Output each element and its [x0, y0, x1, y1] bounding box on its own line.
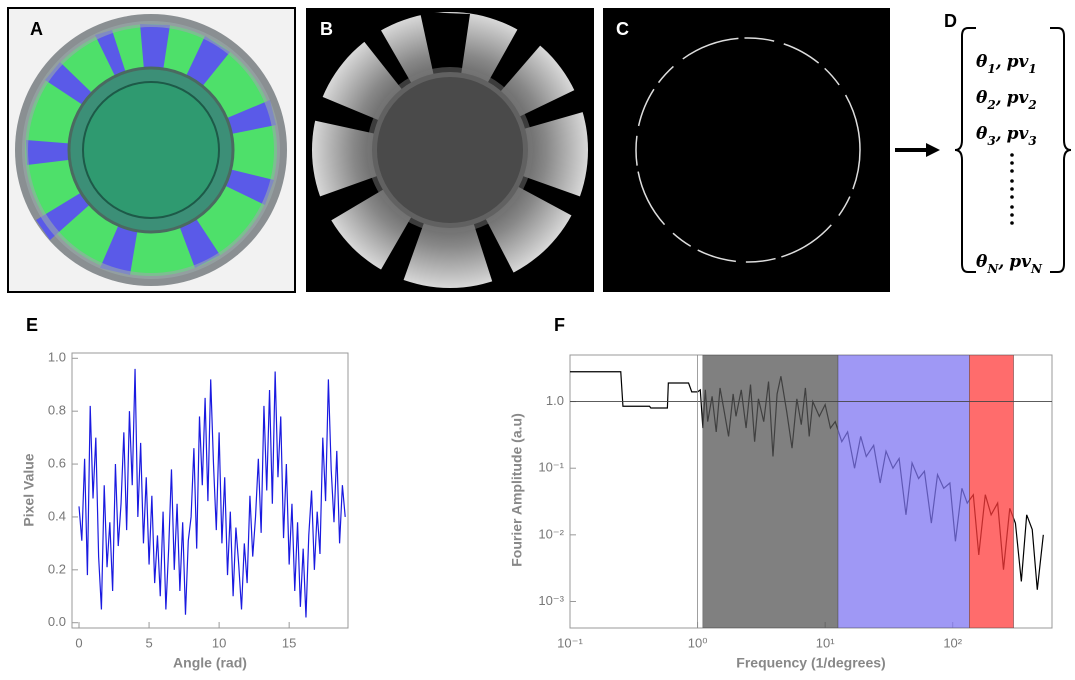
- x-tick-label: 10²: [943, 635, 962, 650]
- subscript: 1: [1028, 62, 1036, 76]
- vector-entry: θ3, pv3: [976, 124, 1037, 148]
- y-tick-label: 10⁻³: [538, 593, 564, 608]
- symbol: pv: [1007, 124, 1030, 144]
- panel-label: A: [30, 19, 43, 39]
- y-axis-label: Fourier Amplitude (a.u): [509, 413, 525, 566]
- symbol: θ: [976, 124, 988, 144]
- y-tick-label: 0.8: [48, 403, 66, 418]
- image-b: [306, 8, 594, 292]
- symbol: ,: [995, 88, 1002, 108]
- symbol: θ: [976, 52, 988, 72]
- y-tick-label: 0.4: [48, 508, 66, 523]
- y-tick-label: 0.0: [48, 614, 66, 629]
- symbol: ,: [997, 252, 1004, 272]
- image-c: [603, 8, 890, 292]
- symbol: θ: [976, 252, 988, 272]
- subscript: N: [1030, 262, 1043, 276]
- vector-entry: θ2, pv2: [976, 88, 1037, 112]
- y-tick-label: 1.0: [546, 393, 564, 408]
- x-axis-label: Angle (rad): [173, 655, 247, 671]
- symbol: ,: [995, 52, 1002, 72]
- symbol: pv: [1007, 52, 1030, 72]
- frequency-band: [702, 355, 839, 628]
- vector-entry: θ1, pv1: [976, 52, 1037, 76]
- x-tick-label: 15: [282, 635, 296, 650]
- x-tick-label: 10¹: [816, 635, 835, 650]
- subscript: 1: [987, 62, 995, 76]
- symbol: pv: [1009, 252, 1032, 272]
- x-tick-label: 10⁻¹: [557, 635, 583, 650]
- y-axis-label: Pixel Value: [21, 453, 37, 526]
- x-tick-label: 10: [212, 635, 226, 650]
- subscript: 2: [1027, 98, 1036, 112]
- subscript: N: [986, 262, 999, 276]
- plot-area: [78, 368, 346, 618]
- vector-entry: θN, pvN: [976, 252, 1043, 276]
- symbol: ,: [995, 124, 1002, 144]
- y-tick-label: 1.0: [48, 350, 66, 365]
- panel-label: C: [616, 19, 629, 39]
- plot-area: [570, 355, 1052, 628]
- y-tick-label: 0.6: [48, 455, 66, 470]
- subscript: 2: [986, 98, 995, 112]
- frequency-band: [837, 355, 970, 628]
- panel-label: E: [26, 315, 38, 335]
- panel-label: F: [554, 315, 565, 335]
- x-tick-label: 5: [145, 635, 152, 650]
- arrow: [895, 143, 940, 157]
- subscript: 3: [987, 134, 995, 148]
- y-tick-label: 10⁻²: [538, 526, 564, 541]
- panel-label: D: [944, 11, 957, 31]
- panel-label: B: [320, 19, 333, 39]
- plot-frame: [71, 352, 349, 629]
- y-tick-label: 10⁻¹: [538, 460, 564, 475]
- y-tick-label: 0.2: [48, 561, 66, 576]
- frequency-band: [969, 355, 1014, 628]
- photo-a: [7, 7, 296, 293]
- data-line: [78, 368, 346, 618]
- vector-bracket: [954, 27, 1072, 273]
- vertical-ellipsis: [1010, 153, 1014, 225]
- subscript: 3: [1028, 134, 1036, 148]
- symbol: pv: [1007, 88, 1030, 108]
- x-tick-label: 0: [75, 635, 82, 650]
- symbol: θ: [976, 88, 988, 108]
- x-axis-label: Frequency (1/degrees): [736, 655, 885, 671]
- x-tick-label: 10⁰: [688, 635, 708, 650]
